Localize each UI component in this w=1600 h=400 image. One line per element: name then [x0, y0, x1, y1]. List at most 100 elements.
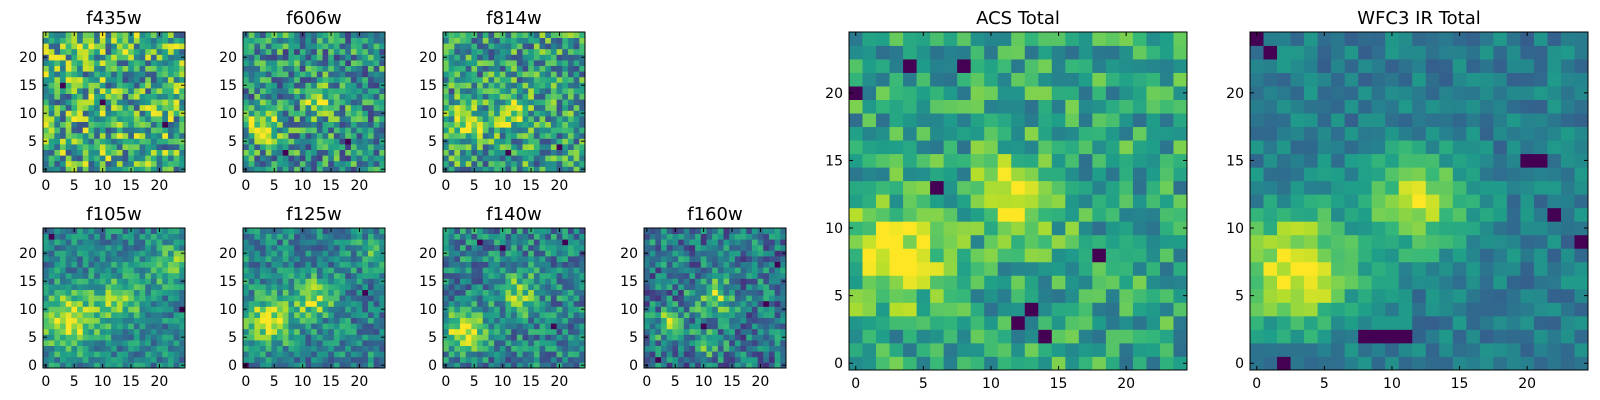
heatmap-cell — [482, 345, 489, 352]
heatmap-cell — [443, 37, 450, 44]
heatmap-cell — [567, 155, 575, 162]
heatmap-cell — [173, 272, 180, 279]
heatmap-cell — [111, 278, 118, 285]
heatmap-cell — [105, 233, 112, 240]
heatmap-cell — [862, 288, 877, 303]
heatmap-cell — [305, 351, 312, 358]
heatmap-cell — [128, 116, 135, 122]
heatmap-cell — [774, 317, 781, 324]
heatmap-cell — [116, 328, 123, 335]
heatmap-cell — [128, 138, 135, 145]
heatmap-cell — [751, 340, 758, 346]
heatmap-cell — [740, 289, 747, 296]
heatmap-cell — [700, 356, 707, 363]
heatmap-cell — [254, 295, 261, 302]
heatmap-cell — [328, 155, 335, 162]
heatmap-cell — [94, 144, 101, 150]
heatmap-cell — [48, 278, 55, 285]
heatmap-cell — [573, 328, 580, 335]
heatmap-cell — [65, 278, 72, 285]
heatmap-cell — [706, 345, 713, 352]
heatmap-cell — [695, 284, 702, 290]
heatmap-cell — [65, 48, 72, 55]
heatmap-cell — [116, 267, 123, 274]
heatmap-cell — [666, 250, 673, 257]
heatmap-cell — [243, 289, 250, 296]
heatmap-cell — [689, 244, 696, 251]
heatmap-cell — [82, 362, 89, 369]
heatmap-cell — [482, 32, 489, 38]
heatmap-cell — [689, 334, 696, 341]
heatmap-cell — [471, 82, 478, 89]
heatmap-cell — [751, 278, 758, 285]
heatmap-cell — [666, 328, 673, 335]
heatmap-cell — [903, 356, 917, 371]
heatmap-cell — [339, 267, 346, 274]
heatmap-cell — [482, 351, 489, 358]
heatmap-cell — [545, 244, 552, 251]
heatmap-cell — [545, 295, 552, 302]
heatmap-cell — [88, 306, 95, 313]
heatmap-cell — [723, 272, 730, 279]
heatmap-cell — [162, 104, 169, 111]
heatmap-cell — [139, 362, 146, 369]
heatmap-cell — [122, 261, 129, 268]
heatmap-cell — [528, 244, 535, 251]
heatmap-cell — [1132, 194, 1147, 209]
heatmap-cell — [65, 362, 72, 369]
y-tick-label: 5 — [428, 134, 437, 150]
heatmap-cell — [277, 317, 284, 324]
heatmap-cell — [984, 275, 999, 290]
heatmap-cell — [672, 295, 679, 302]
heatmap-cell — [111, 132, 118, 139]
heatmap-cell — [179, 32, 186, 38]
heatmap-cell — [162, 132, 169, 139]
heatmap-cell — [271, 71, 278, 78]
heatmap-cell — [477, 144, 484, 150]
heatmap-cell — [780, 351, 787, 358]
heatmap-cell — [454, 284, 461, 290]
heatmap-cell — [139, 88, 146, 94]
heatmap-cell — [545, 71, 552, 78]
heatmap-cell — [723, 228, 730, 234]
heatmap-cell — [997, 275, 1012, 290]
heatmap-cell — [145, 362, 152, 369]
heatmap-cell — [477, 250, 484, 257]
heatmap-cell — [1159, 167, 1174, 182]
heatmap-cell — [516, 239, 523, 246]
heatmap-cell — [156, 37, 163, 44]
heatmap-cell — [248, 340, 255, 346]
heatmap-cell — [94, 351, 101, 358]
heatmap-cell — [373, 71, 380, 78]
heatmap-cell — [260, 244, 267, 251]
heatmap-cell — [717, 345, 724, 352]
heatmap-cell — [111, 127, 118, 134]
heatmap-cell — [82, 82, 89, 89]
heatmap-cell — [740, 323, 747, 330]
heatmap-cell — [167, 278, 175, 285]
heatmap-cell — [1038, 329, 1053, 344]
heatmap-cell — [1065, 302, 1080, 317]
heatmap-cell — [1078, 302, 1093, 317]
heatmap-cell — [282, 256, 289, 262]
heatmap-cell — [556, 289, 563, 296]
heatmap-cell — [316, 121, 323, 128]
heatmap-cell — [139, 306, 146, 313]
heatmap-cell — [556, 138, 563, 145]
heatmap-cell — [179, 65, 186, 72]
heatmap-cell — [316, 323, 323, 330]
heatmap-cell — [757, 328, 764, 335]
heatmap-cell — [562, 99, 569, 106]
heatmap-cell — [448, 244, 455, 251]
heatmap-cell — [116, 32, 123, 38]
heatmap-cell — [717, 239, 724, 246]
panel-title: f814w — [486, 8, 541, 29]
heatmap-cells — [644, 228, 787, 369]
heatmap-cell — [448, 116, 455, 122]
heatmap-cell — [105, 121, 112, 128]
heatmap-cell — [82, 121, 89, 128]
heatmap-cell — [477, 76, 484, 83]
x-tick-label: 0 — [241, 178, 250, 194]
heatmap-cell — [356, 121, 363, 128]
heatmap-cell — [550, 334, 557, 341]
